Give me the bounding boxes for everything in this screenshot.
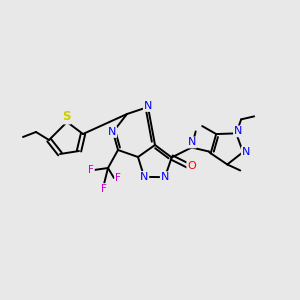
Text: F: F — [115, 173, 121, 183]
Text: F: F — [88, 165, 94, 175]
Text: F: F — [101, 184, 107, 194]
Text: S: S — [62, 110, 70, 124]
Text: N: N — [161, 172, 169, 182]
Text: O: O — [187, 161, 196, 172]
Text: N: N — [242, 147, 250, 157]
Text: N: N — [234, 126, 242, 136]
Text: N: N — [144, 101, 152, 111]
Text: N: N — [188, 137, 196, 148]
Text: N: N — [108, 127, 116, 137]
Text: N: N — [140, 172, 148, 182]
